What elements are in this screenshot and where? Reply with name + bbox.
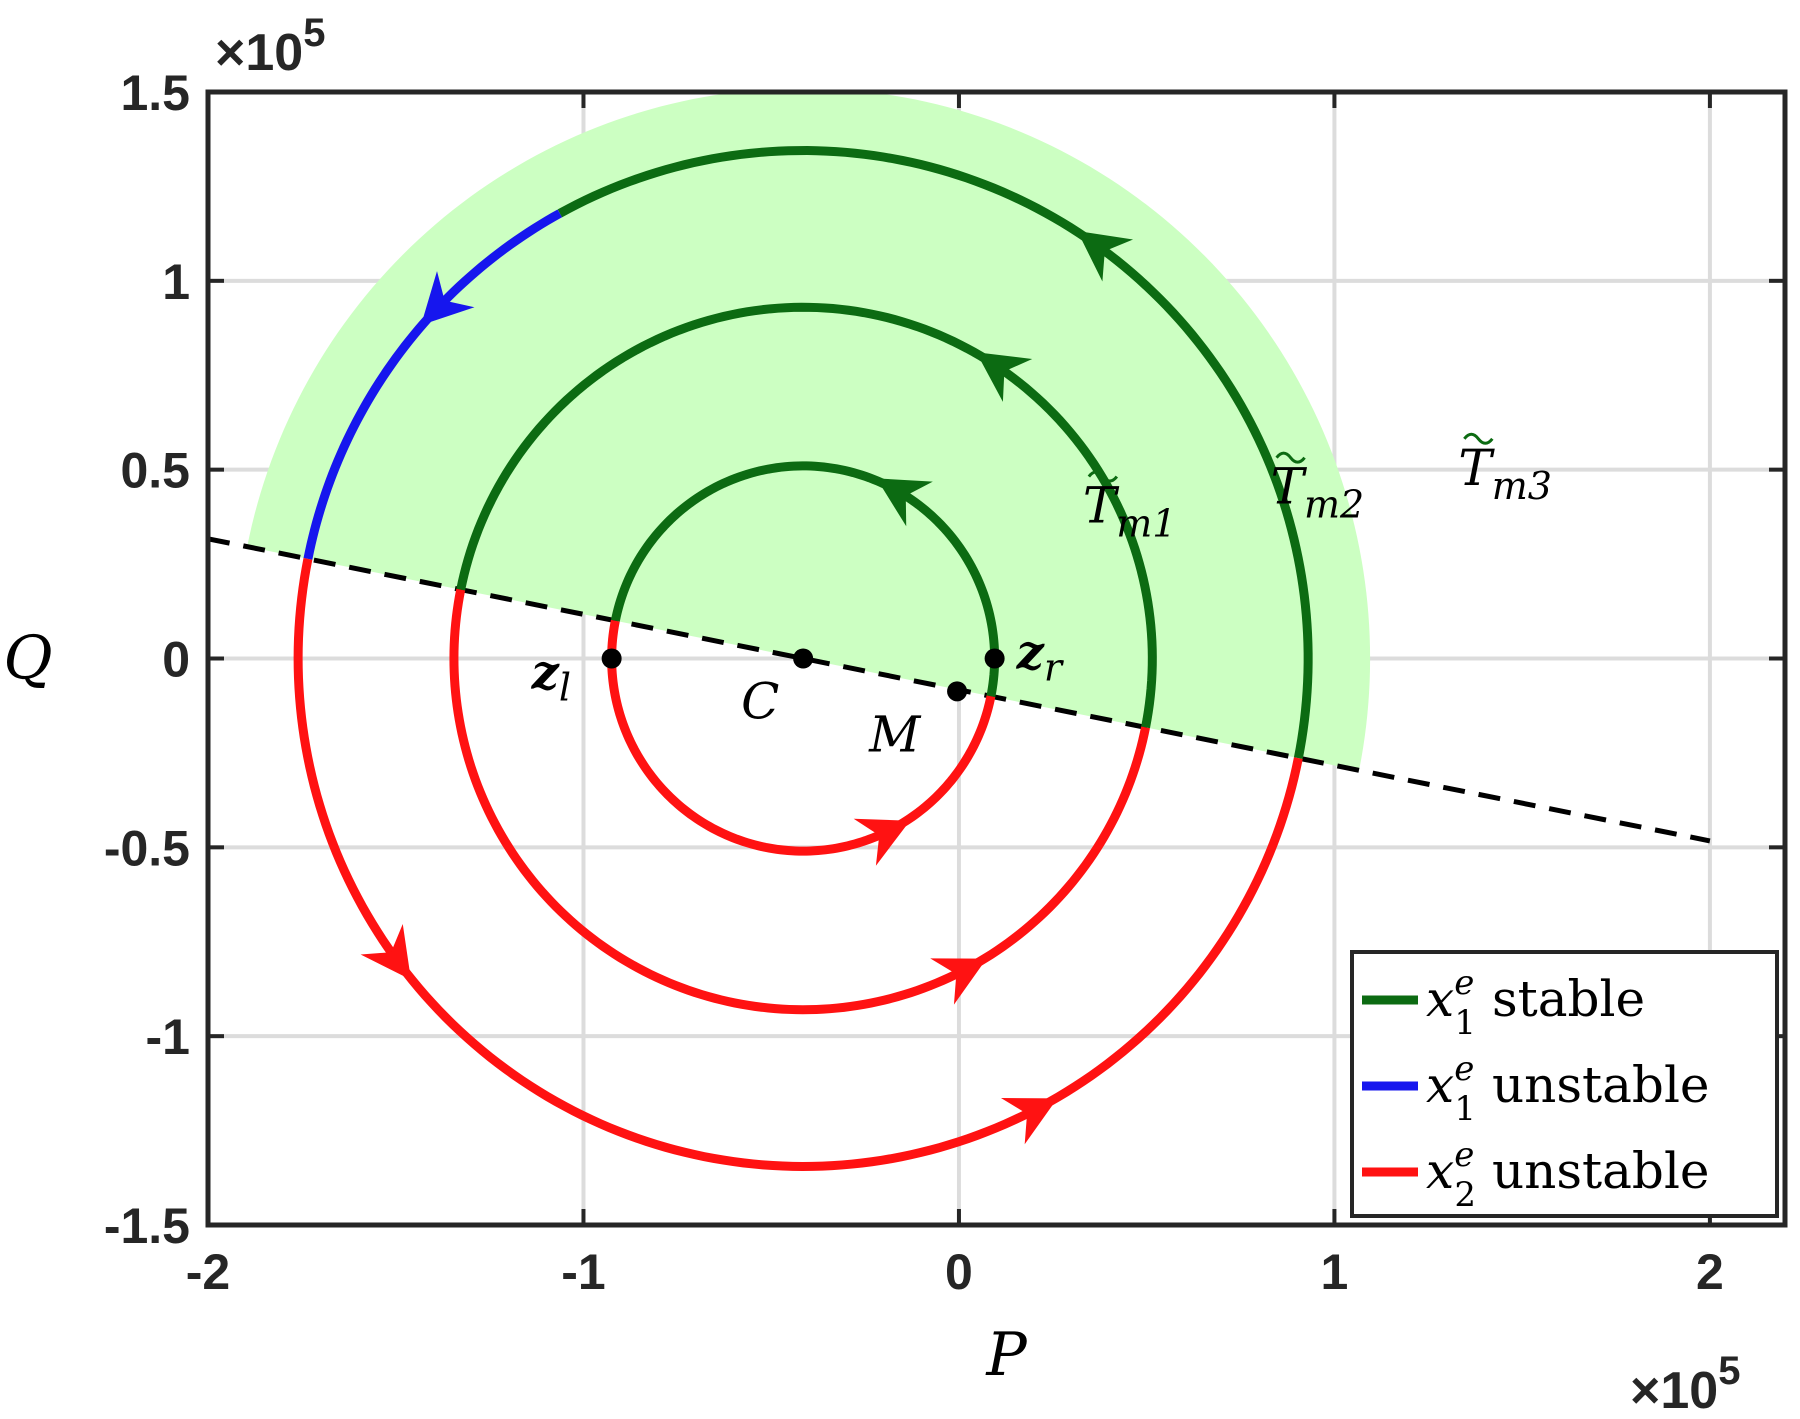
region-label-sub: m2	[1304, 483, 1364, 527]
legend-var: x	[1426, 970, 1454, 1028]
direction-arrow	[1077, 231, 1134, 282]
trajectory-unstable-x2-arc	[449, 588, 1150, 1015]
trajectory-unstable-x1-arc	[303, 209, 563, 560]
legend-var: x	[1426, 1142, 1454, 1200]
x-tick-label: -1	[561, 1244, 605, 1300]
region-label-main: T	[1458, 439, 1495, 497]
point-label-main: z	[1016, 625, 1046, 681]
x-multiplier-base: ×10	[1630, 1362, 1718, 1419]
marked-points-layer	[601, 648, 1005, 702]
x-multiplier: ×105	[1630, 1349, 1740, 1419]
point-marker	[601, 648, 622, 669]
legend-word: unstable	[1492, 1142, 1710, 1200]
legend-word: unstable	[1492, 1056, 1710, 1114]
region-label: Tm3	[1458, 439, 1552, 508]
y-tick-label: -1	[146, 1009, 190, 1065]
legend-sup: e	[1454, 1049, 1474, 1089]
x-multiplier-exp: 5	[1718, 1349, 1740, 1393]
point-label-sub: l	[559, 666, 571, 710]
region-label-main: T	[1083, 477, 1120, 535]
point-label-sub: r	[1044, 646, 1065, 690]
region-label-sub: m3	[1492, 464, 1552, 508]
point-marker	[947, 681, 968, 702]
x-tick-label: -2	[186, 1244, 230, 1300]
point-label-main: z	[531, 645, 561, 701]
direction-arrow	[1000, 1097, 1058, 1145]
point-marker	[793, 648, 814, 669]
y-tick-label: -1.5	[104, 1198, 190, 1254]
legend-sub: 1	[1454, 1003, 1476, 1043]
legend-sup: e	[1454, 1135, 1474, 1175]
trajectory-unstable-x2-arc	[607, 619, 996, 856]
legend-sup: e	[1454, 963, 1474, 1003]
x-axis-label: P	[985, 1320, 1028, 1390]
tilde-accent	[1087, 470, 1119, 483]
legend-entry: xe 2 unstable	[1426, 1135, 1710, 1215]
y-axis-label: Q	[3, 624, 52, 694]
y-tick-label: 0.5	[120, 443, 190, 499]
y-tick-label: 1	[162, 254, 190, 310]
tilde-accent	[1463, 432, 1494, 445]
point-marker	[984, 648, 1005, 669]
y-multiplier: ×105	[215, 11, 325, 82]
x-tick-label: 2	[1696, 1244, 1724, 1300]
trajectory-stable-arc	[456, 302, 1157, 729]
x-tick-label: 0	[945, 1244, 973, 1300]
shaded-region	[247, 92, 1371, 771]
direction-arrow	[853, 818, 910, 866]
direction-arrow	[976, 352, 1033, 402]
region-label-main: T	[1271, 458, 1308, 516]
y-tick-label: 1.5	[120, 65, 190, 121]
direction-arrow	[876, 478, 933, 527]
region-label-sub: m1	[1116, 502, 1176, 546]
point-label: zr	[1016, 625, 1065, 690]
legend-word: stable	[1492, 970, 1645, 1028]
legend-entry: xe 1 unstable	[1426, 1049, 1710, 1129]
tilde-accent	[1275, 451, 1306, 464]
point-label: zl	[531, 645, 571, 710]
y-multiplier-exp: 5	[303, 11, 325, 55]
direction-arrow	[421, 271, 475, 326]
point-label: C	[741, 673, 779, 731]
y-tick-label: 0	[162, 632, 190, 688]
point-label: M	[868, 705, 922, 763]
x-tick-label: 1	[1321, 1244, 1349, 1300]
region-label: Tm2	[1271, 458, 1365, 527]
trajectory-unstable-x2-arc	[293, 558, 1303, 1171]
axes-layer: -2 -1 0 1 2-1.5-1-0.500.511.5PQ×105×105	[3, 11, 1788, 1419]
legend-sub: 2	[1454, 1175, 1476, 1215]
y-multiplier-base: ×10	[215, 24, 303, 82]
y-tick-label: -0.5	[104, 820, 190, 876]
direction-arrows-layer	[360, 231, 1134, 1145]
direction-arrow	[930, 958, 987, 1005]
region-label: Tm1	[1083, 477, 1177, 546]
legend-var: x	[1426, 1056, 1454, 1114]
direction-arrow	[360, 924, 411, 980]
trajectory-stable-arc	[610, 461, 1000, 698]
shaded-region-layer	[247, 92, 1371, 771]
legend-box	[1350, 950, 1779, 1218]
legend-sub: 1	[1454, 1089, 1476, 1129]
legend-entry: xe 1 stable	[1426, 963, 1645, 1043]
